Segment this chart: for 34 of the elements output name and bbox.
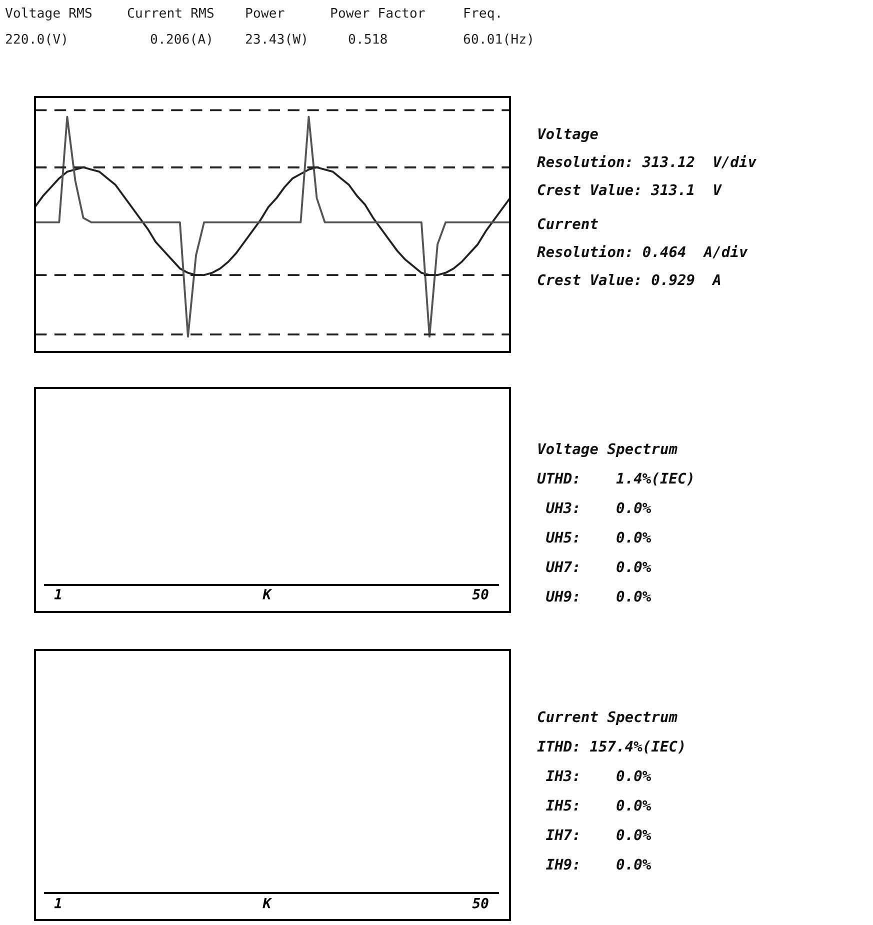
text: UH9: 0.0% xyxy=(546,590,652,602)
text: IH7: 0.0% xyxy=(546,829,652,840)
text: K xyxy=(262,589,272,600)
text: Resolution: 313.12 V/div xyxy=(537,155,756,168)
text: Current Spectrum xyxy=(538,711,678,726)
text: 60.01(Hz) xyxy=(464,34,532,46)
text: UH7: 0.0% xyxy=(546,561,652,572)
text: 1 xyxy=(54,898,61,908)
text: Power xyxy=(246,8,284,18)
text: 23.43(W) xyxy=(246,34,306,46)
text: Power Factor xyxy=(331,8,425,18)
text: 0.518 xyxy=(348,34,387,44)
text: Current RMS xyxy=(128,8,214,18)
text: 0.206(A) xyxy=(150,34,211,46)
text: 50 xyxy=(472,588,488,600)
text: 50 xyxy=(472,898,488,908)
text: Crest Value: 313.1 V xyxy=(538,184,722,196)
text: UH5: 0.0% xyxy=(546,532,652,543)
text: 220.0(V) xyxy=(6,34,66,46)
text: IH9: 0.0% xyxy=(546,858,652,870)
text: IH3: 0.0% xyxy=(546,770,652,782)
text: 1 xyxy=(54,589,61,600)
text: ITHD: 157.4%(IEC) xyxy=(537,740,684,754)
text: Voltage xyxy=(538,128,598,142)
text: Freq. xyxy=(464,8,500,20)
text: Crest Value: 0.929 A xyxy=(538,274,720,286)
text: K xyxy=(262,898,272,908)
text: Voltage Spectrum xyxy=(538,442,678,458)
text: UTHD: 1.4%(IEC) xyxy=(537,472,692,486)
text: UH3: 0.0% xyxy=(546,502,652,514)
text: Resolution: 0.464 A/div xyxy=(537,245,748,258)
text: Current xyxy=(538,218,598,230)
text: IH5: 0.0% xyxy=(546,800,652,811)
text: Voltage RMS xyxy=(5,8,92,20)
